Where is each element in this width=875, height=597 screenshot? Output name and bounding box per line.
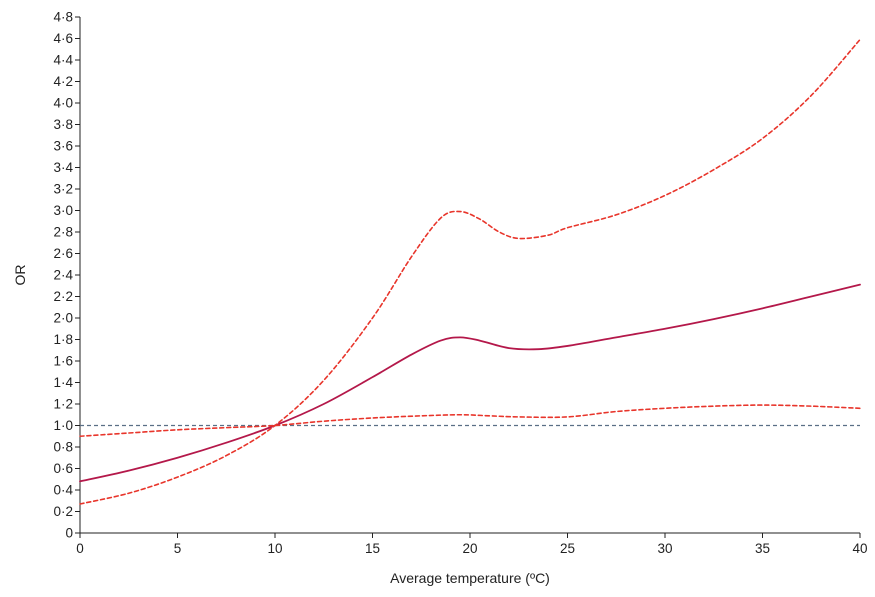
y-tick-label: 0	[65, 526, 73, 541]
upper-ci-line	[79, 38, 861, 505]
y-tick-label: 3·0	[53, 203, 73, 218]
x-tick-label: 10	[267, 541, 282, 556]
y-tick-label: 2·6	[53, 246, 73, 261]
x-tick-label: 40	[852, 541, 867, 556]
y-tick-label: 2·4	[53, 268, 73, 283]
x-tick-label: 15	[365, 541, 380, 556]
y-tick-label: 2·8	[53, 225, 73, 240]
y-tick-label: 4·0	[53, 96, 73, 111]
y-ticks: 0 0·2 0·4 0·6 0·8 1·0 1·2 1·4 1·6 1·8 2·0 2·2 2·4 2·6…	[53, 10, 80, 541]
lower-ci-line	[79, 404, 861, 438]
x-tick-label: 35	[755, 541, 770, 556]
x-tick-label: 0	[76, 541, 84, 556]
series-layer	[79, 38, 861, 505]
x-tick-label: 5	[174, 541, 182, 556]
y-tick-label: 1·0	[53, 418, 73, 433]
y-tick-label: 4·8	[53, 10, 73, 25]
axes	[79, 17, 860, 534]
estimate-line	[79, 283, 861, 483]
y-tick-label: 3·4	[53, 160, 73, 175]
y-tick-label: 1·6	[53, 354, 73, 369]
x-tick-label: 30	[657, 541, 672, 556]
y-tick-label: 3·6	[53, 139, 73, 154]
x-tick-label: 25	[560, 541, 575, 556]
y-tick-label: 4·2	[53, 74, 73, 89]
y-tick-label: 0·8	[53, 440, 73, 455]
y-tick-label: 3·8	[53, 117, 73, 132]
y-tick-label: 1·8	[53, 332, 73, 347]
y-tick-label: 0·2	[53, 504, 73, 519]
y-tick-label: 2·0	[53, 311, 73, 326]
x-ticks: 0 5 10 15 20 25 30 35 40	[76, 533, 868, 556]
y-tick-label: 0·6	[53, 461, 73, 476]
y-tick-label: 1·2	[53, 397, 73, 412]
x-axis-title: Average temperature (ºC)	[390, 570, 550, 586]
y-axis-title: OR	[12, 265, 28, 286]
y-tick-label: 4·6	[53, 31, 73, 46]
y-tick-label: 3·2	[53, 182, 73, 197]
x-tick-label: 20	[462, 541, 477, 556]
y-tick-label: 0·4	[53, 483, 73, 498]
y-tick-label: 1·4	[53, 375, 73, 390]
y-tick-label: 4·4	[53, 53, 73, 68]
y-tick-label: 2·2	[53, 289, 73, 304]
